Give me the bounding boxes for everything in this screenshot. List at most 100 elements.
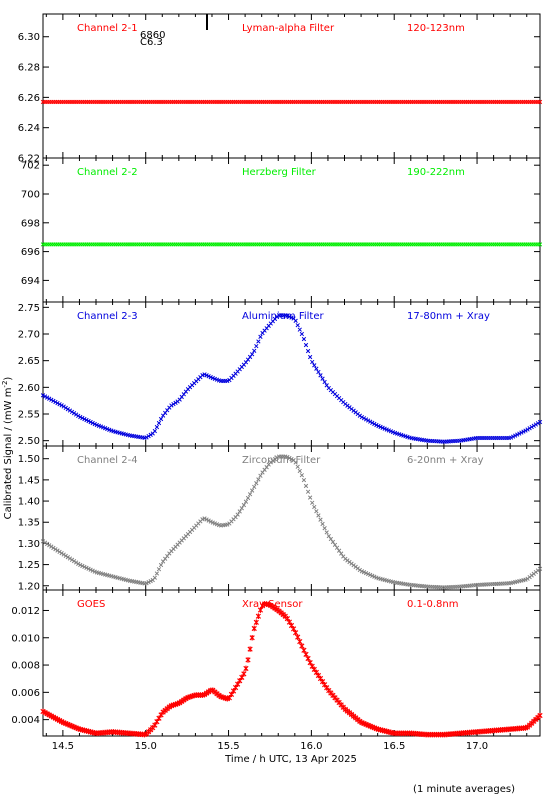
flare-annotation: C6.3	[140, 37, 163, 48]
x-tick-label: 15.0	[135, 741, 157, 752]
panels-layer: 6.22 6.24 6.26 6.28 6.30 Channel 2-1 Lyman-alp…	[11, 13, 543, 752]
data-point	[154, 424, 160, 430]
data-point	[146, 433, 151, 439]
y-tick-label: 0.008	[11, 661, 40, 672]
y-tick-label: 0.006	[11, 688, 40, 699]
x-tick-label: 15.5	[217, 741, 239, 752]
data-point	[311, 666, 317, 673]
data-point	[55, 400, 60, 406]
panel-label: Herzberg Filter	[242, 167, 317, 178]
data-point	[146, 580, 151, 585]
data-point	[318, 517, 323, 522]
data-point	[312, 504, 317, 510]
data-point	[241, 502, 247, 508]
data-point	[357, 567, 362, 573]
data-point	[295, 464, 300, 469]
data-point	[297, 468, 302, 474]
y-tick-label: 1.40	[18, 497, 40, 508]
panel-label: Lyman-alpha Filter	[242, 23, 335, 34]
data-point	[144, 435, 149, 440]
y-tick-label: 6.28	[18, 63, 40, 74]
data-point	[293, 460, 298, 465]
data-point	[314, 509, 319, 514]
data-point	[535, 421, 541, 426]
panel-label: 6-20nm + Xray	[407, 455, 484, 466]
y-tick-label: 2.55	[18, 410, 40, 421]
data-series-ch2-4	[40, 454, 543, 590]
panel-frame	[42, 445, 541, 591]
data-point	[154, 571, 160, 576]
data-series-ch2-1	[40, 99, 543, 105]
data-point	[255, 613, 261, 619]
data-point	[40, 539, 46, 544]
panel-ch2-4: 1.20 1.25 1.30 1.35 1.40 1.45 1.50 Channel 2-4 Z…	[18, 445, 543, 592]
data-point	[158, 562, 164, 568]
panel-label: Zirconium Filter	[242, 455, 321, 466]
x-axis-title: Time / h UTC, 13 Apr 2025	[224, 754, 357, 765]
data-point	[299, 643, 305, 649]
data-point	[69, 557, 75, 562]
data-point	[301, 336, 307, 342]
data-point	[243, 665, 249, 672]
data-point	[204, 517, 209, 522]
panel-label: 120-123nm	[407, 23, 465, 34]
data-point	[57, 402, 62, 407]
y-tick-label: 6.30	[18, 32, 40, 43]
data-point	[67, 556, 73, 561]
data-point	[148, 432, 153, 437]
data-point	[361, 416, 367, 421]
data-point	[59, 403, 64, 408]
data-point	[245, 657, 251, 663]
y-tick-label: 696	[21, 247, 40, 258]
data-point	[324, 530, 329, 535]
data-point	[51, 545, 56, 551]
panel-label: Channel 2-2	[77, 167, 138, 178]
x-tick-label: 14.5	[52, 741, 74, 752]
data-point	[40, 393, 46, 398]
data-point	[309, 663, 315, 670]
data-point	[307, 495, 313, 500]
data-point	[252, 348, 257, 353]
y-tick-label: 2.75	[18, 303, 40, 314]
panel-frame	[42, 301, 541, 447]
data-point	[324, 383, 329, 388]
flare-annotation: 6860	[140, 30, 165, 41]
data-point	[256, 339, 261, 344]
data-point	[533, 422, 539, 427]
data-point	[237, 509, 242, 514]
data-point	[305, 489, 311, 494]
data-point	[368, 419, 373, 424]
data-point	[372, 421, 377, 427]
data-point	[537, 419, 543, 425]
y-tick-label: 702	[21, 161, 40, 172]
data-point	[293, 629, 299, 636]
data-point	[59, 551, 64, 556]
data-point	[241, 671, 247, 677]
data-point	[523, 428, 528, 433]
data-point	[537, 99, 543, 105]
data-point	[531, 423, 536, 428]
data-point	[152, 428, 157, 434]
panel-label: Channel 2-1	[77, 23, 138, 34]
data-point	[61, 404, 66, 409]
data-point	[243, 499, 249, 504]
data-point	[47, 396, 52, 401]
data-point	[334, 545, 340, 550]
data-point	[285, 454, 290, 460]
y-tick-label: 1.25	[18, 560, 40, 571]
y-axis-title: Calibrated Signal / (mW m-2)	[1, 377, 14, 520]
data-point	[57, 549, 62, 555]
data-point	[254, 481, 259, 486]
data-point	[320, 521, 325, 527]
data-point	[365, 418, 371, 423]
y-tick-label: 1.50	[18, 454, 40, 465]
data-point	[319, 678, 326, 685]
panel-ch2-1: 6.22 6.24 6.26 6.28 6.30 Channel 2-1 Lyman-alp…	[18, 13, 543, 165]
data-point	[44, 395, 50, 400]
data-point	[287, 455, 292, 461]
data-point	[61, 552, 66, 557]
panel-label: 0.1-0.8nm	[407, 599, 459, 610]
data-point	[173, 400, 178, 405]
y-tick-label: 2.60	[18, 383, 40, 394]
